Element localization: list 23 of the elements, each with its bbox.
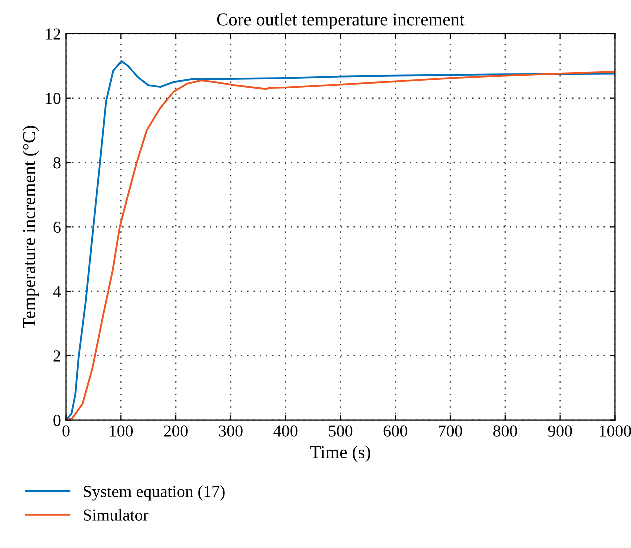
x-tick-label: 1000	[600, 426, 631, 437]
x-tick-label: 0	[62, 426, 70, 437]
x-tick-label: 300	[219, 426, 243, 437]
y-tick-label: 12	[46, 28, 60, 40]
x-axis-title: Time (s)	[310, 446, 370, 462]
y-tick-label: 8	[54, 157, 61, 169]
x-tick-label: 600	[384, 426, 408, 437]
y-tick-label: 6	[54, 222, 61, 234]
x-tick-label: 100	[110, 426, 134, 437]
x-tick-label: 400	[274, 426, 298, 437]
x-tick-label: 900	[548, 426, 572, 437]
x-tick-label: 800	[494, 426, 518, 437]
legend-label: System equation (17)	[84, 486, 225, 501]
y-tick-label: 10	[46, 93, 61, 104]
y-axis-title: Temperature increment (°C)	[22, 126, 40, 329]
x-tick-label: 500	[329, 426, 353, 437]
y-tick-label: 4	[53, 286, 62, 298]
chart-title: Core outlet temperature increment	[217, 13, 465, 30]
y-tick-label: 2	[54, 350, 60, 362]
y-tick-label: 0	[54, 415, 61, 426]
x-tick-label: 200	[164, 426, 188, 437]
x-tick-label: 700	[439, 426, 462, 437]
legend-label: Simulator	[84, 509, 149, 521]
